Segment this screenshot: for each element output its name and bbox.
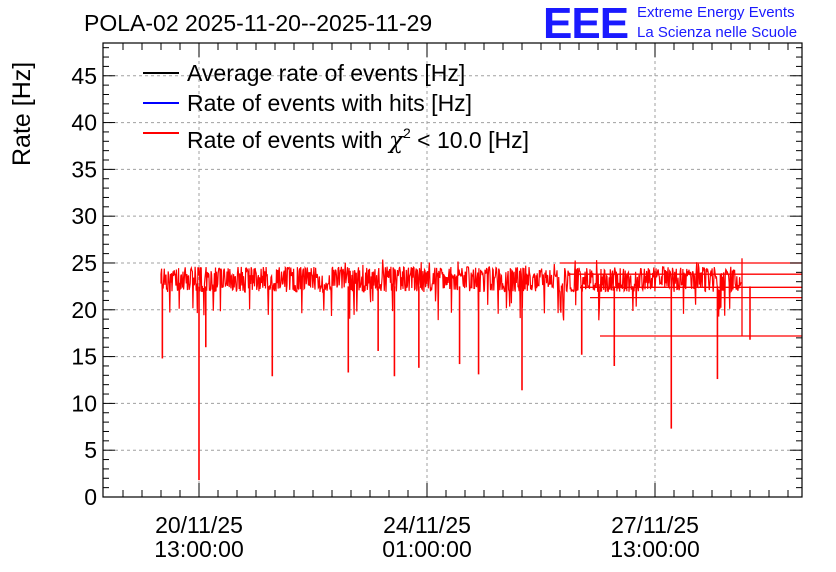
legend-label: Average rate of events [Hz]: [187, 60, 466, 86]
x-tick-label-time: 01:00:00: [382, 536, 472, 562]
superscript: 2: [402, 125, 411, 141]
logo-line-1: Extreme Energy Events: [637, 4, 795, 21]
x-tick-label-date: 20/11/25: [155, 512, 243, 538]
chi-symbol: χ: [389, 128, 403, 154]
x-tick-label-date: 27/11/25: [611, 512, 699, 538]
legend-label: Rate of events with hits [Hz]: [187, 90, 473, 116]
y-tick-label: 5: [84, 437, 97, 463]
legend-label-suffix: < 10.0 [Hz]: [410, 127, 529, 153]
y-tick-label: 20: [71, 297, 97, 323]
y-tick-label: 35: [71, 156, 97, 182]
red-series-line: [160, 259, 742, 321]
y-tick-label: 45: [71, 63, 97, 89]
legend-swatch-black: [143, 72, 179, 74]
chart-title: POLA-02 2025-11-20--2025-11-29: [84, 10, 433, 36]
grid-lines: [103, 43, 802, 497]
y-tick-label: 10: [71, 390, 97, 416]
legend-label-chi2: Rate of events with χ2 < 10.0 [Hz]: [187, 118, 529, 156]
y-tick-label: 0: [84, 484, 97, 510]
plot-frame: [102, 42, 803, 498]
legend-swatch-red: [143, 132, 179, 134]
series-layer: [160, 258, 802, 481]
logo-line-2: La Scienza nelle Scuole: [637, 24, 798, 41]
x-tick-label-time: 13:00:00: [610, 536, 700, 562]
axes: [102, 42, 803, 498]
eee-logo: EEE: [543, 0, 629, 48]
y-tick-label: 25: [71, 250, 97, 276]
legend-swatch-blue: [143, 102, 179, 104]
tick-labels: 05101520253035404520/11/2513:00:0024/11/…: [71, 63, 699, 562]
y-tick-label: 40: [71, 110, 97, 136]
y-tick-label: 30: [71, 203, 97, 229]
x-tick-label-time: 13:00:00: [154, 536, 244, 562]
x-tick-label-date: 24/11/25: [383, 512, 471, 538]
y-axis-label: Rate [Hz]: [8, 61, 36, 166]
y-tick-label: 15: [71, 344, 97, 370]
legend-label-prefix: Rate of events with: [187, 127, 389, 153]
